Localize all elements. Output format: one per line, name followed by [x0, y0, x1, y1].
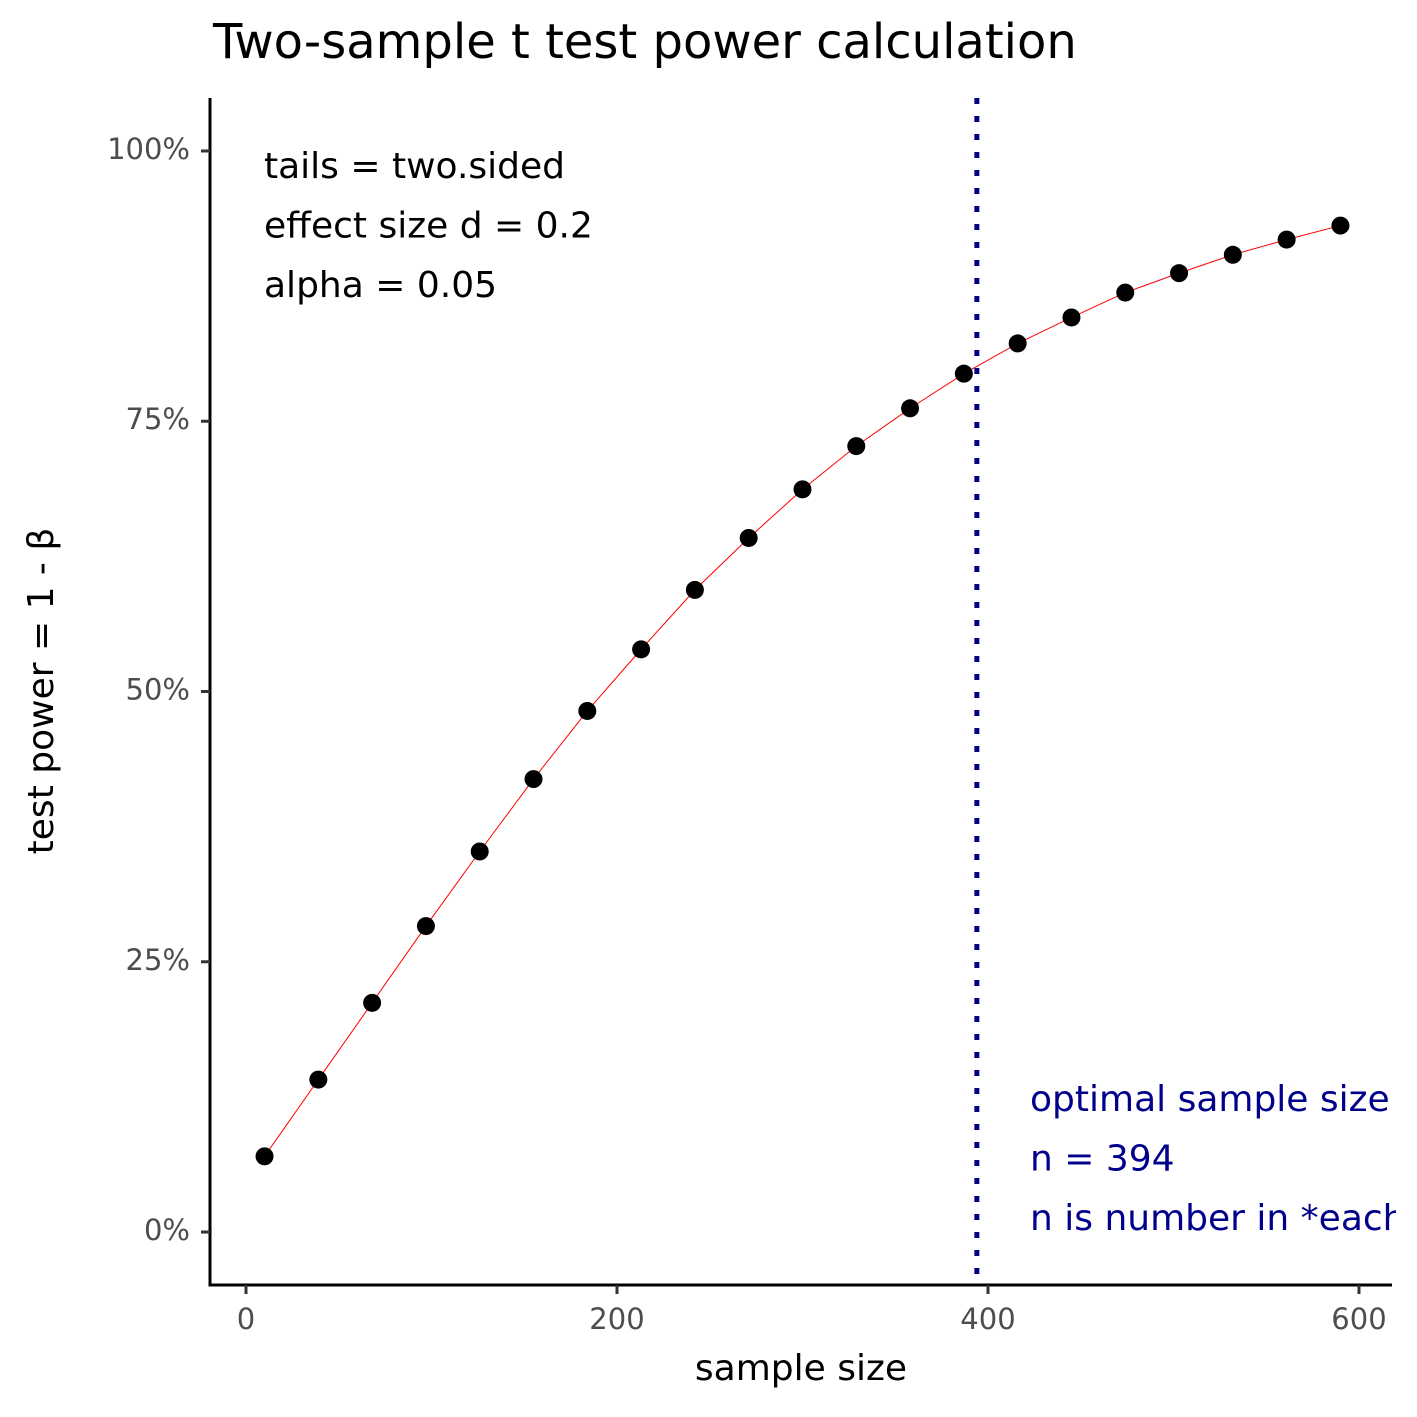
point — [1223, 245, 1242, 264]
point — [255, 1147, 274, 1166]
chart-title: Two-sample t test power calculation — [212, 14, 1077, 70]
annotation: alpha = 0.05 — [264, 265, 497, 306]
point — [1331, 216, 1350, 235]
annotation: effect size d = 0.2 — [264, 206, 593, 247]
y-tick-label: 0% — [144, 1213, 190, 1247]
y-tick-label: 50% — [126, 673, 190, 707]
point — [1170, 264, 1189, 283]
y-tick-label: 100% — [107, 132, 190, 166]
annotation: n = 394 — [1030, 1139, 1175, 1180]
point — [1008, 334, 1027, 353]
point — [363, 993, 382, 1012]
annotation: optimal sample size — [1030, 1079, 1390, 1120]
x-tick-label: 400 — [960, 1302, 1015, 1336]
point — [901, 399, 920, 418]
point — [524, 770, 543, 789]
y-axis-title: test power = 1 - β — [21, 528, 62, 855]
plot-area: tails = two.sided effect size d = 0.2 alph… — [255, 98, 1417, 1285]
point — [416, 917, 435, 936]
x-tick-label: 0 — [237, 1302, 255, 1336]
point — [1062, 308, 1081, 327]
point — [632, 640, 651, 659]
annotation: n is number in *each* group — [1030, 1198, 1417, 1239]
point — [954, 364, 973, 383]
x-tick-label: 600 — [1331, 1302, 1386, 1336]
y-tick-label: 25% — [126, 943, 190, 977]
point — [309, 1070, 328, 1089]
x-tick-label: 200 — [589, 1302, 644, 1336]
annotation: tails = two.sided — [264, 146, 565, 187]
point — [685, 580, 704, 599]
point — [470, 842, 489, 861]
point — [578, 701, 597, 720]
point — [1277, 230, 1296, 249]
point — [739, 528, 758, 547]
point — [847, 437, 866, 456]
point — [1116, 283, 1135, 302]
point — [793, 480, 812, 499]
y-tick-label: 75% — [126, 402, 190, 436]
x-axis-title: sample size — [695, 1348, 907, 1389]
